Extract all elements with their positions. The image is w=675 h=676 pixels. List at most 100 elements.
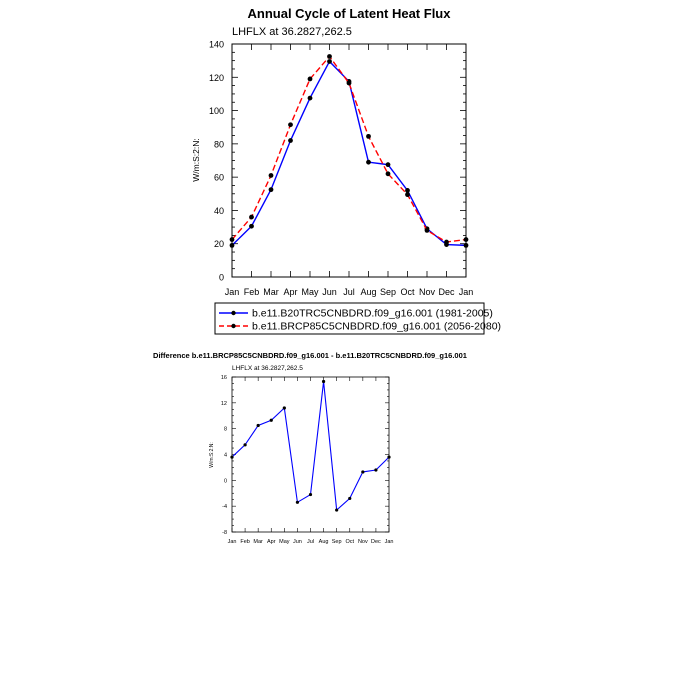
x-tick-label: May (301, 287, 319, 297)
y-axis-label: W/m:S:2:N: (191, 138, 201, 181)
axis-ticks (231, 43, 467, 278)
x-tick-label: Jan (228, 539, 237, 545)
y-tick-label: 0 (219, 273, 224, 283)
y-tick-label: 20 (214, 239, 224, 249)
legend: b.e11.B20TRC5CNBDRD.f09_g16.001 (1981-20… (214, 302, 501, 335)
data-point (424, 228, 430, 233)
data-point (229, 237, 235, 242)
data-point (269, 418, 273, 422)
data-point (348, 496, 352, 501)
y-tick-label: 40 (214, 206, 224, 216)
data-point (307, 95, 313, 101)
y-tick-label: 60 (214, 173, 224, 183)
plot-frame (231, 376, 390, 533)
data-point (268, 187, 274, 193)
legend-marker-series-2 (231, 323, 236, 329)
data-point (405, 188, 410, 193)
x-tick-label: Jan (385, 539, 394, 545)
x-tick-label: Sep (380, 287, 396, 297)
data-point (463, 237, 469, 242)
data-point (463, 242, 469, 248)
chart-subtitle: LHFLX at 36.2827,262.5 (232, 365, 303, 372)
y-tick-label: 140 (209, 40, 224, 50)
data-point (366, 159, 371, 165)
plot-frame (231, 43, 467, 278)
data-point (249, 214, 254, 220)
y-tick-label: -4 (222, 504, 227, 510)
data-point (387, 455, 391, 459)
y-tick-label: 12 (221, 401, 227, 407)
data-point (256, 423, 260, 428)
data-point (308, 492, 313, 497)
data-point (288, 138, 293, 143)
x-tick-label: Apr (283, 287, 297, 297)
chart-title: Difference b.e11.BRCP85C5CNBDRD.f09_g16.… (153, 351, 467, 360)
data-point (307, 76, 313, 82)
data-point (249, 223, 254, 229)
x-tick-label: Jul (307, 539, 314, 545)
x-tick-label: Sep (332, 539, 342, 545)
data-point (321, 379, 326, 384)
y-tick-labels: -8 -4 0 4 8 12 16 (221, 375, 227, 536)
y-tick-labels: 0 20 40 60 80 100 120 140 (209, 40, 224, 283)
data-point (268, 173, 274, 178)
x-tick-label: Feb (240, 539, 249, 545)
y-tick-label: 80 (214, 139, 224, 149)
data-point (385, 162, 391, 168)
data-point (385, 171, 391, 177)
y-tick-label: 100 (209, 106, 224, 116)
legend-box (214, 302, 485, 335)
data-point (327, 54, 332, 59)
x-tick-label: Nov (419, 287, 436, 297)
x-tick-label: Dec (438, 287, 455, 297)
y-axis-label: W/m:S:2:N: (209, 442, 215, 468)
x-tick-label: Mar (253, 539, 263, 545)
x-tick-label: Jan (225, 287, 240, 297)
x-tick-label: Aug (360, 287, 376, 297)
x-tick-labels: Jan Feb Mar Apr May Jun Jul Aug Sep Oct Nov Dec Jan (225, 287, 474, 297)
series-line-1 (231, 381, 390, 512)
x-tick-labels: Jan Feb Mar Apr May Jun Jul Aug Sep Oct Nov Dec Jan (228, 539, 394, 545)
y-tick-label: 120 (209, 73, 224, 83)
annual-cycle-chart: Annual Cycle of Latent Heat Flux LHFLX a… (191, 6, 501, 335)
x-tick-label: Feb (244, 287, 260, 297)
data-point (243, 443, 247, 447)
x-tick-label: Jul (343, 287, 355, 297)
legend-label-series-2: b.e11.BRCP85C5CNBDRD.f09_g16.001 (2056-2… (252, 321, 501, 333)
data-point (444, 239, 449, 245)
legend-label-series-1: b.e11.B20TRC5CNBDRD.f09_g16.001 (1981-20… (252, 308, 493, 320)
data-point (366, 133, 371, 139)
x-tick-label: Dec (371, 539, 381, 545)
data-point (295, 500, 300, 504)
y-tick-label: -8 (222, 530, 227, 536)
data-point (229, 242, 235, 248)
x-tick-label: Jun (293, 539, 302, 545)
data-point (335, 508, 339, 512)
series-group (229, 54, 469, 248)
x-tick-label: Jun (322, 287, 337, 297)
x-tick-label: Aug (319, 539, 329, 545)
series-group (230, 379, 391, 512)
difference-chart: Difference b.e11.BRCP85C5CNBDRD.f09_g16.… (153, 351, 467, 545)
data-point (346, 80, 352, 86)
y-tick-label: 4 (224, 453, 227, 459)
x-tick-label: Oct (345, 539, 354, 545)
data-point (405, 192, 410, 198)
x-tick-label: May (279, 539, 290, 545)
data-point (361, 470, 365, 474)
legend-marker-series-1 (231, 310, 236, 316)
chart-subtitle: LHFLX at 36.2827,262.5 (232, 26, 352, 38)
data-point (327, 59, 332, 64)
x-tick-label: Nov (358, 539, 368, 545)
data-point (282, 406, 286, 410)
data-point (288, 122, 293, 128)
x-tick-label: Jan (459, 287, 474, 297)
y-tick-label: 16 (221, 375, 227, 381)
y-tick-label: 0 (224, 478, 227, 484)
series-line-1 (231, 60, 467, 247)
data-point (230, 455, 234, 459)
axis-ticks (231, 376, 390, 533)
x-tick-label: Oct (400, 287, 415, 297)
y-tick-label: 8 (224, 427, 227, 433)
